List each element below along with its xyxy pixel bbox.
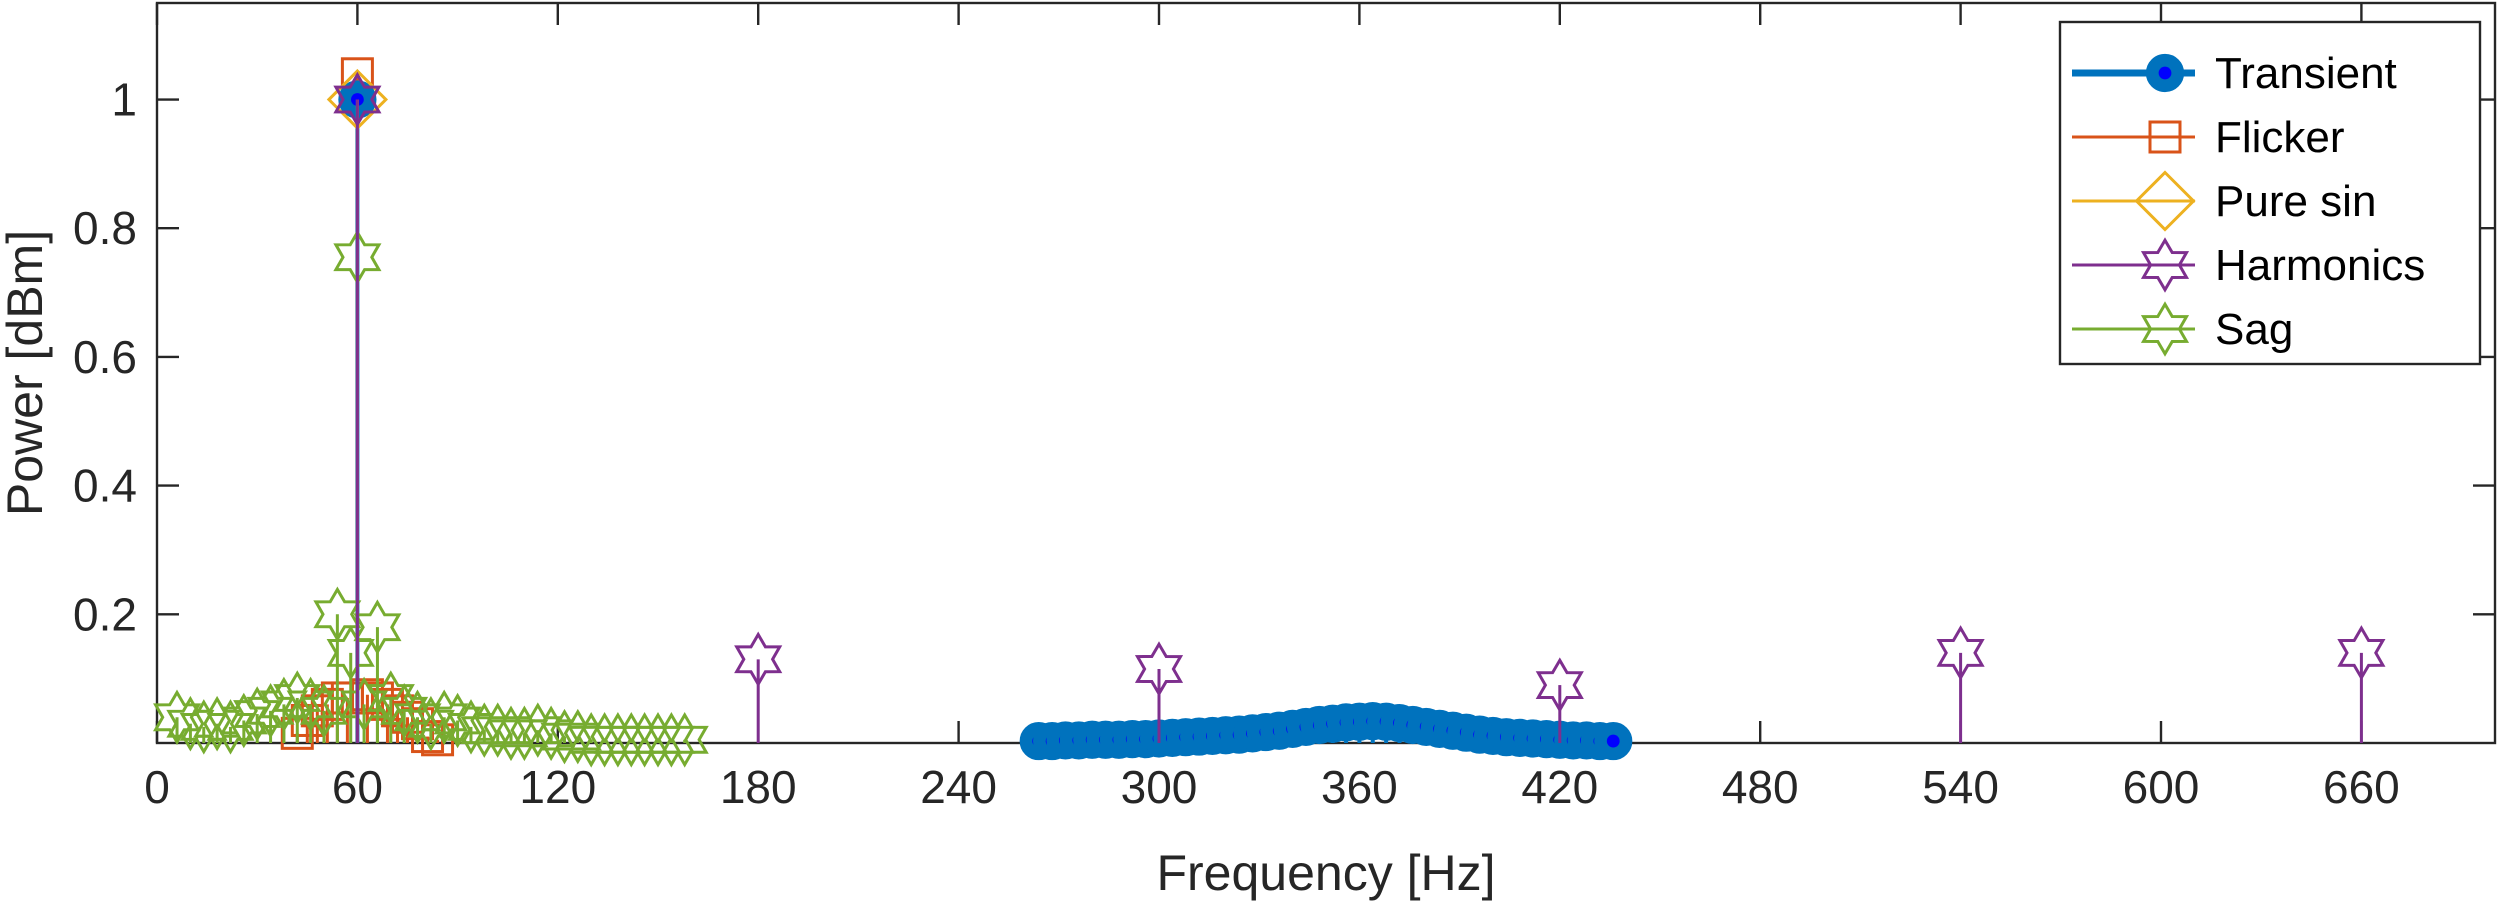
legend-label: Pure sin (2215, 177, 2376, 226)
stem-marker (734, 631, 783, 688)
x-tick-label: 180 (720, 761, 797, 813)
legend-label: Flicker (2215, 113, 2345, 162)
legend-item: Sag (2072, 301, 2293, 357)
stem-marker (166, 695, 215, 752)
stem-marker (273, 670, 322, 726)
stem-marker (406, 695, 455, 752)
stem-marker (420, 689, 469, 746)
x-tick-label: 420 (1521, 761, 1598, 813)
legend-label: Sag (2215, 305, 2293, 354)
legend-marker (2134, 170, 2196, 232)
x-tick-label: 240 (920, 761, 997, 813)
x-tick-label: 600 (2123, 761, 2200, 813)
stem-marker (433, 692, 482, 749)
stem-marker (206, 699, 255, 755)
legend-item: Pure sin (2072, 170, 2376, 232)
x-tick-label: 660 (2323, 761, 2400, 813)
series-sag (153, 229, 709, 768)
stem-marker (393, 689, 442, 746)
stem-marker (660, 712, 709, 768)
stem-marker (1535, 657, 1584, 713)
legend-item: Flicker (2072, 113, 2345, 162)
stem-marker (500, 705, 549, 762)
stem-marker (259, 676, 308, 733)
legend-item: Harmonics (2072, 237, 2425, 293)
y-axis-label: Power [dBm] (0, 230, 53, 516)
series-layer (153, 57, 2386, 768)
x-tick-label: 540 (1922, 761, 1999, 813)
stem-marker (233, 686, 282, 742)
legend-label: Transient (2215, 49, 2397, 98)
axis-ticks: 0 60 120 180 240 300 360 420 480 540 600 660 0.2 0.4 0… (73, 3, 2495, 813)
x-tick-label: 480 (1722, 761, 1799, 813)
stem-marker (380, 683, 429, 739)
stem-marker (340, 676, 389, 733)
series-transient (338, 80, 1633, 761)
legend-marker (2148, 120, 2182, 154)
y-tick-label: 1 (111, 74, 137, 126)
stem-marker (219, 692, 268, 749)
stem-marker (153, 689, 202, 746)
x-axis-label: Frequency [Hz] (1156, 845, 1495, 901)
y-tick-label: 0.8 (73, 202, 137, 254)
legend[interactable]: Transient Flicker Pure sin Harmonics Sag (2058, 20, 2482, 366)
stem-marker (1936, 625, 1985, 681)
x-tick-label: 360 (1321, 761, 1398, 813)
x-tick-label: 300 (1121, 761, 1198, 813)
series-harmonics (333, 71, 2386, 743)
stem-marker-center (1606, 734, 1620, 748)
legend-marker-center (2158, 66, 2172, 80)
stem-marker (333, 71, 382, 128)
legend-marker (2140, 301, 2190, 357)
legend-item: Transient (2072, 49, 2397, 98)
legend-label: Harmonics (2215, 241, 2425, 290)
legend-marker (2140, 237, 2190, 293)
stem-marker (193, 695, 242, 752)
stem-marker (513, 702, 562, 758)
x-tick-label: 60 (332, 761, 383, 813)
y-tick-label: 0.2 (73, 588, 137, 640)
stem-marker (286, 676, 335, 733)
y-tick-label: 0.4 (73, 460, 137, 512)
y-tick-label: 0.6 (73, 331, 137, 383)
x-tick-label: 120 (519, 761, 596, 813)
stem-marker (2337, 625, 2386, 681)
x-tick-label: 0 (144, 761, 170, 813)
stem-marker (1134, 641, 1184, 697)
legend-box (2058, 20, 2482, 366)
